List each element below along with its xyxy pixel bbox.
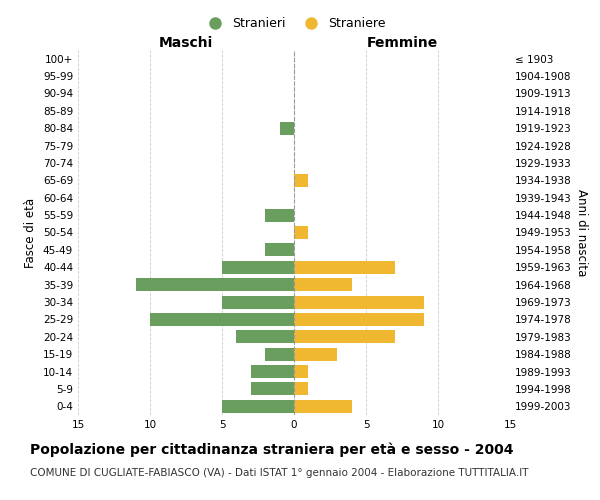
Bar (294, 348, 337, 360)
Bar (294, 382, 308, 396)
Text: Maschi: Maschi (159, 36, 213, 50)
Text: Femmine: Femmine (367, 36, 437, 50)
Bar (294, 296, 424, 308)
Bar (265, 348, 294, 360)
Y-axis label: Anni di nascita: Anni di nascita (575, 189, 588, 276)
Bar (136, 278, 294, 291)
Bar (294, 313, 424, 326)
Bar (222, 296, 294, 308)
Bar (294, 330, 395, 344)
Bar (294, 278, 352, 291)
Bar (251, 382, 294, 396)
Bar (294, 174, 308, 187)
Bar (265, 244, 294, 256)
Bar (294, 365, 308, 378)
Text: Popolazione per cittadinanza straniera per età e sesso - 2004: Popolazione per cittadinanza straniera p… (30, 442, 514, 457)
Bar (280, 122, 294, 134)
Bar (236, 330, 294, 344)
Legend: Stranieri, Straniere: Stranieri, Straniere (197, 12, 391, 36)
Bar (251, 365, 294, 378)
Bar (294, 260, 395, 274)
Bar (265, 208, 294, 222)
Bar (222, 400, 294, 413)
Text: COMUNE DI CUGLIATE-FABIASCO (VA) - Dati ISTAT 1° gennaio 2004 - Elaborazione TUT: COMUNE DI CUGLIATE-FABIASCO (VA) - Dati … (30, 468, 529, 477)
Bar (222, 260, 294, 274)
Bar (294, 226, 308, 239)
Bar (294, 400, 352, 413)
Y-axis label: Fasce di età: Fasce di età (25, 198, 37, 268)
Bar (150, 313, 294, 326)
